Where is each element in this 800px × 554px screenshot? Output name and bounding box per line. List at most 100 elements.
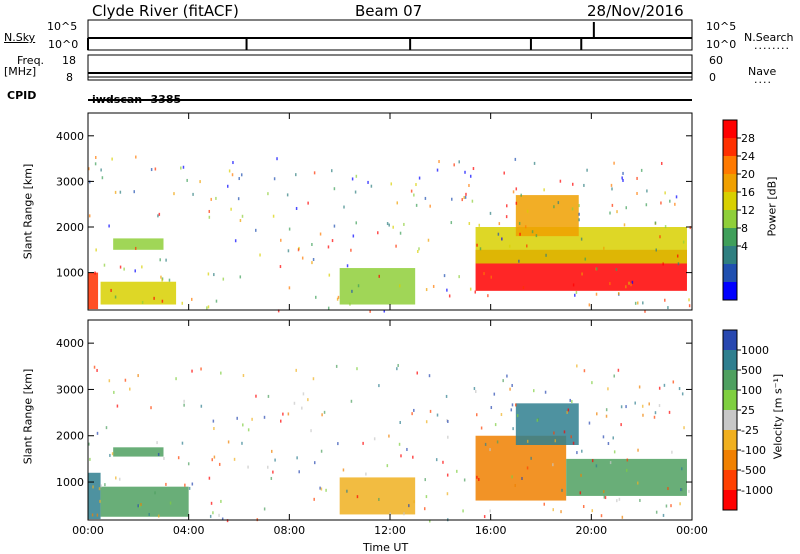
power-speckle-233 — [596, 267, 598, 271]
power-speckle-165 — [241, 214, 244, 218]
power-speckle-116 — [239, 275, 242, 279]
power-speckle-101 — [350, 248, 352, 252]
velocity-speckle-16 — [654, 411, 657, 415]
power-y-tick-label-3: 1000 — [56, 267, 84, 280]
velocity-speckle-14 — [399, 420, 401, 424]
power-speckle-143 — [114, 190, 117, 194]
x-tick-label-2: 08:00 — [273, 524, 305, 537]
velocity-speckle-184 — [293, 401, 296, 405]
velocity-speckle-197 — [342, 468, 345, 472]
power-speckle-11 — [288, 286, 291, 290]
velocity-speckle-12 — [209, 514, 212, 518]
velocity-speckle-77 — [511, 403, 514, 407]
power-speckle-182 — [688, 304, 691, 308]
velocity-speckle-58 — [595, 464, 598, 468]
nsearch-legend-dots: ········ — [754, 42, 790, 55]
power-speckle-49 — [664, 191, 666, 195]
power-speckle-235 — [141, 300, 144, 304]
velocity-speckle-7 — [483, 515, 486, 519]
velocity-speckle-89 — [516, 414, 519, 418]
power-speckle-125 — [660, 161, 663, 165]
power-speckle-221 — [625, 285, 627, 289]
power-speckle-163 — [319, 232, 322, 236]
power-speckle-219 — [182, 165, 185, 169]
velocity-speckle-22 — [533, 389, 535, 393]
velocity-speckle-26 — [181, 441, 184, 445]
power-speckle-61 — [403, 222, 405, 226]
power-speckle-20 — [288, 227, 291, 231]
power-speckle-211 — [586, 168, 588, 172]
power-speckle-13 — [424, 196, 427, 200]
power-speckle-71 — [153, 296, 155, 300]
power-scale-label-6: 4 — [741, 240, 748, 253]
nsearch-label: N.Search — [744, 31, 794, 44]
power-speckle-225 — [199, 180, 201, 184]
power-region-6 — [515, 195, 579, 237]
power-scale-swatch-6 — [723, 228, 737, 246]
power-speckle-132 — [370, 184, 373, 188]
cpid-label: CPID — [7, 89, 37, 102]
power-speckle-140 — [301, 256, 304, 260]
x-tick-label-1: 04:00 — [173, 524, 205, 537]
velocity-speckle-111 — [337, 442, 339, 446]
velocity-speckle-216 — [236, 416, 238, 420]
power-speckle-54 — [526, 244, 528, 248]
velocity-speckle-179 — [571, 400, 573, 404]
velocity-speckle-175 — [325, 488, 327, 492]
velocity-speckle-156 — [320, 487, 323, 491]
power-speckle-131 — [114, 295, 117, 299]
velocity-region-6 — [515, 403, 579, 445]
velocity-speckle-19 — [476, 413, 478, 417]
velocity-speckle-40 — [526, 466, 529, 470]
velocity-speckle-215 — [463, 478, 466, 482]
velocity-region-1 — [100, 486, 189, 517]
velocity-speckle-212 — [581, 449, 583, 453]
power-speckle-246 — [628, 281, 630, 285]
velocity-speckle-160 — [618, 497, 621, 501]
velocity-speckle-96 — [282, 412, 284, 416]
power-speckle-212 — [664, 298, 666, 302]
velocity-speckle-43 — [218, 513, 220, 517]
power-speckle-107 — [630, 283, 632, 287]
power-speckle-93 — [676, 254, 679, 258]
velocity-speckle-88 — [312, 377, 315, 381]
velocity-speckle-169 — [607, 442, 610, 446]
power-speckle-40 — [472, 167, 475, 171]
velocity-speckle-120 — [247, 428, 250, 432]
power-speckle-161 — [427, 238, 430, 242]
velocity-speckle-36 — [658, 404, 661, 408]
velocity-speckle-153 — [362, 441, 364, 445]
power-speckle-208 — [490, 275, 493, 279]
x-tick-label-4: 16:00 — [475, 524, 507, 537]
velocity-speckle-233 — [475, 390, 477, 394]
velocity-speckle-72 — [526, 439, 529, 443]
nave-tick-low: 0 — [709, 71, 716, 84]
power-speckle-87 — [571, 207, 574, 211]
velocity-speckle-76 — [218, 462, 221, 466]
velocity-speckle-37 — [462, 509, 464, 513]
velocity-scale-swatch-6 — [723, 450, 737, 470]
power-speckle-188 — [531, 230, 534, 234]
velocity-speckle-49 — [428, 374, 431, 378]
power-speckle-213 — [111, 157, 113, 161]
velocity-speckle-227 — [213, 427, 215, 431]
velocity-region-3 — [339, 477, 416, 515]
power-speckle-183 — [273, 177, 276, 181]
velocity-speckle-103 — [148, 512, 150, 516]
velocity-speckle-48 — [263, 415, 266, 419]
power-scale-swatch-1 — [723, 138, 737, 156]
velocity-speckle-13 — [396, 367, 398, 371]
freq-unit-label: [MHz] — [4, 65, 37, 78]
power-y-tick-label-0: 4000 — [56, 130, 84, 143]
power-speckle-185 — [410, 189, 413, 193]
x-tick-label-5: 20:00 — [575, 524, 607, 537]
freq-panel-frame — [87, 54, 693, 81]
power-speckle-198 — [559, 179, 562, 183]
velocity-speckle-119 — [165, 482, 167, 486]
power-speckle-118 — [634, 301, 637, 305]
power-speckle-195 — [654, 221, 657, 225]
nave-label: Nave — [748, 65, 777, 78]
power-speckle-241 — [333, 224, 336, 228]
freq-tick-low: 8 — [66, 71, 73, 84]
x-tick-label-0: 00:00 — [72, 524, 104, 537]
